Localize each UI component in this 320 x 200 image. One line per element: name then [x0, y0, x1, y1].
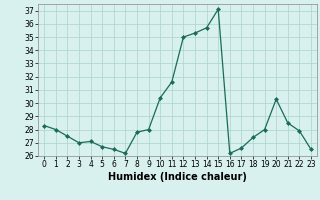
X-axis label: Humidex (Indice chaleur): Humidex (Indice chaleur)	[108, 172, 247, 182]
